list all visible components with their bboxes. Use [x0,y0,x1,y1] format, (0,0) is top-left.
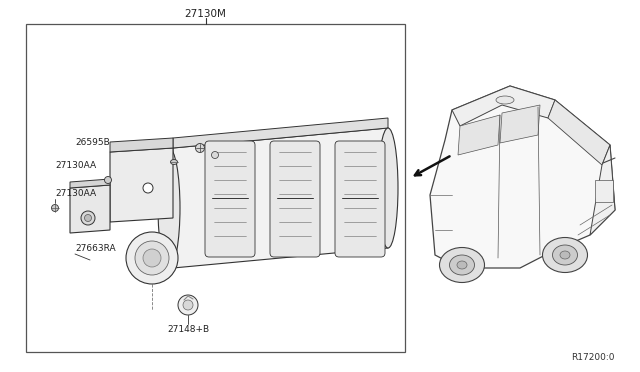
Polygon shape [458,115,500,155]
Polygon shape [110,148,173,222]
Ellipse shape [170,160,177,164]
Ellipse shape [143,249,161,267]
Polygon shape [452,86,555,126]
Ellipse shape [449,255,474,275]
Text: 27663RA: 27663RA [75,244,116,253]
Ellipse shape [158,148,180,268]
Ellipse shape [135,241,169,275]
Polygon shape [548,100,610,165]
FancyBboxPatch shape [270,141,320,257]
Bar [595,180,613,202]
Ellipse shape [552,245,577,265]
Bar [26,24,405,352]
Ellipse shape [183,300,193,310]
Polygon shape [70,179,110,188]
Text: 27130AA: 27130AA [55,160,96,170]
Ellipse shape [51,205,58,212]
Polygon shape [590,145,615,235]
Text: 27148+B: 27148+B [167,326,209,334]
FancyBboxPatch shape [205,141,255,257]
Text: 27130M: 27130M [184,9,227,19]
Ellipse shape [457,261,467,269]
Text: 26595B: 26595B [75,138,109,147]
Ellipse shape [143,183,153,193]
Ellipse shape [543,237,588,273]
Ellipse shape [211,151,218,158]
Ellipse shape [560,251,570,259]
Polygon shape [70,185,110,233]
Ellipse shape [496,96,514,104]
Polygon shape [173,118,388,148]
Ellipse shape [195,144,205,153]
Ellipse shape [440,247,484,282]
Ellipse shape [104,176,111,183]
Text: 27130AA: 27130AA [55,189,96,198]
FancyBboxPatch shape [335,141,385,257]
Polygon shape [110,138,173,152]
Polygon shape [430,86,615,268]
Text: R17200:0: R17200:0 [572,353,615,362]
Polygon shape [500,105,540,143]
Ellipse shape [126,232,178,284]
Ellipse shape [178,295,198,315]
Polygon shape [173,128,388,268]
Ellipse shape [81,211,95,225]
Ellipse shape [84,215,92,221]
Ellipse shape [378,128,398,248]
